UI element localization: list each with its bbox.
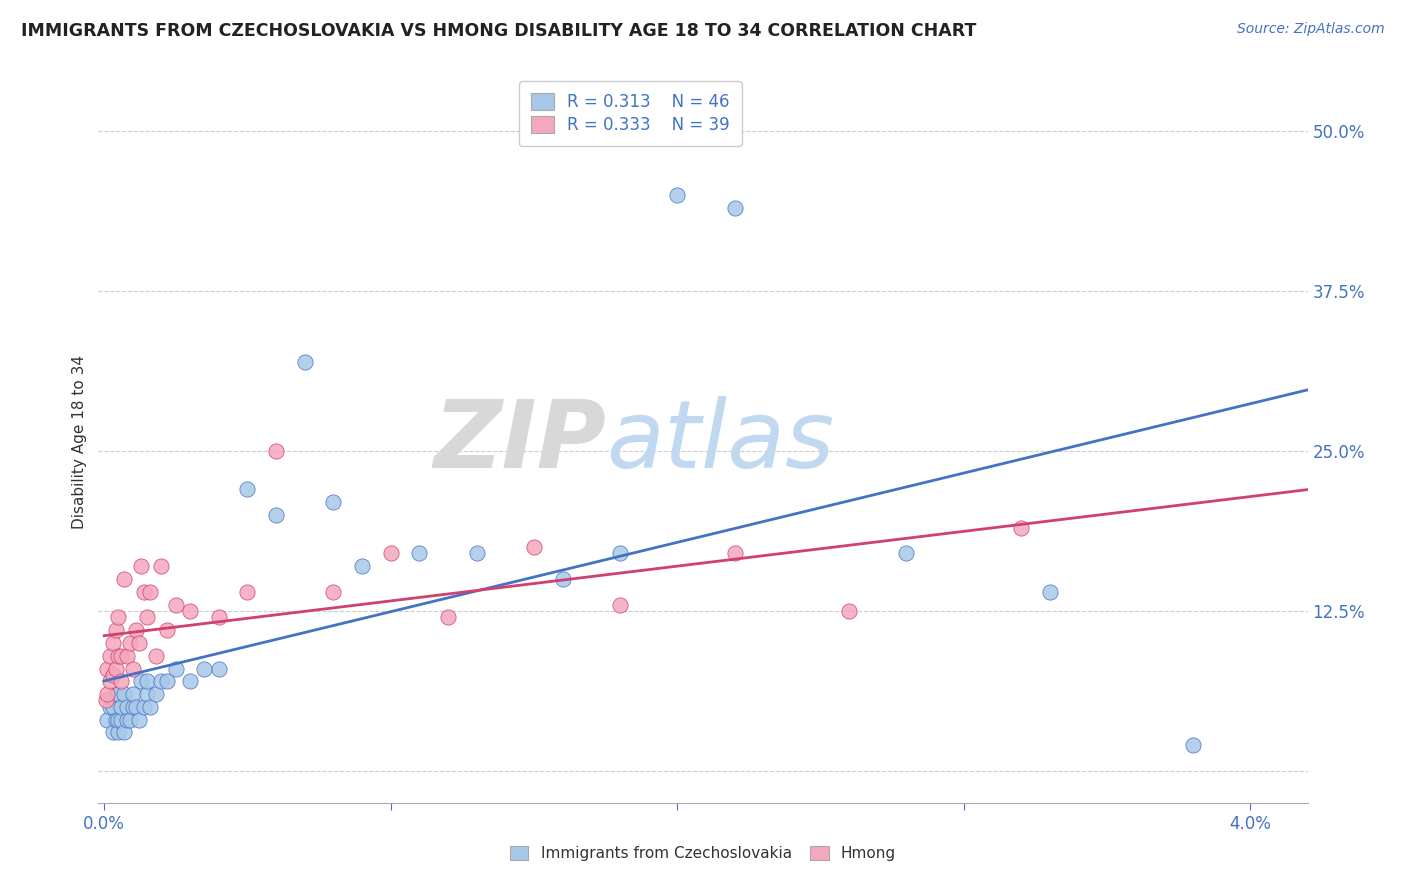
Point [609, 546, 631, 560]
Point [121, 699, 143, 714]
Point [150, 674, 173, 689]
Point [104, 713, 127, 727]
Point [115, 699, 138, 714]
Point [179, 604, 201, 618]
Point [94, 693, 117, 707]
Point [112, 572, 135, 586]
Point [98, 674, 121, 689]
Point [107, 687, 129, 701]
Point [136, 687, 159, 701]
Point [136, 674, 159, 689]
Point [838, 604, 860, 618]
Point [139, 584, 162, 599]
Point [131, 674, 153, 689]
Point [136, 610, 159, 624]
Point [465, 546, 488, 560]
Point [134, 699, 156, 714]
Point [101, 725, 124, 739]
Text: ZIP: ZIP [433, 395, 606, 488]
Point [96, 661, 118, 675]
Text: IMMIGRANTS FROM CZECHOSLOVAKIA VS HMONG DISABILITY AGE 18 TO 34 CORRELATION CHAR: IMMIGRANTS FROM CZECHOSLOVAKIA VS HMONG … [21, 22, 976, 40]
Point [104, 661, 127, 675]
Point [110, 648, 132, 663]
Point [350, 559, 373, 574]
Point [118, 713, 141, 727]
Point [322, 495, 344, 509]
Point [208, 661, 231, 675]
Point [104, 687, 127, 701]
Point [121, 687, 143, 701]
Point [96, 687, 118, 701]
Point [107, 610, 129, 624]
Point [723, 201, 745, 215]
Point [118, 636, 141, 650]
Point [236, 483, 259, 497]
Point [294, 354, 316, 368]
Point [134, 584, 156, 599]
Point [193, 661, 215, 675]
Point [551, 572, 574, 586]
Point [408, 546, 430, 560]
Point [112, 725, 135, 739]
Text: atlas: atlas [606, 396, 835, 487]
Point [236, 584, 259, 599]
Point [1039, 584, 1062, 599]
Point [1010, 521, 1032, 535]
Point [96, 713, 118, 727]
Point [101, 636, 124, 650]
Point [609, 598, 631, 612]
Point [150, 559, 173, 574]
Point [98, 699, 121, 714]
Point [145, 687, 167, 701]
Point [165, 661, 187, 675]
Point [179, 674, 201, 689]
Point [145, 648, 167, 663]
Point [110, 699, 132, 714]
Point [115, 713, 138, 727]
Point [128, 636, 150, 650]
Point [523, 540, 546, 554]
Point [437, 610, 460, 624]
Point [1181, 738, 1204, 752]
Point [156, 623, 179, 637]
Point [896, 546, 918, 560]
Point [131, 559, 153, 574]
Point [124, 699, 146, 714]
Point [666, 188, 689, 202]
Point [104, 623, 127, 637]
Point [98, 648, 121, 663]
Point [264, 508, 287, 522]
Point [101, 699, 124, 714]
Point [264, 444, 287, 458]
Point [139, 699, 162, 714]
Point [124, 623, 146, 637]
Point [115, 648, 138, 663]
Text: Source: ZipAtlas.com: Source: ZipAtlas.com [1237, 22, 1385, 37]
Point [128, 713, 150, 727]
Point [380, 546, 402, 560]
Point [208, 610, 231, 624]
Point [110, 713, 132, 727]
Point [165, 598, 187, 612]
Point [110, 674, 132, 689]
Point [112, 687, 135, 701]
Point [156, 674, 179, 689]
Point [723, 546, 745, 560]
Y-axis label: Disability Age 18 to 34: Disability Age 18 to 34 [72, 354, 87, 529]
Legend: Immigrants from Czechoslovakia, Hmong: Immigrants from Czechoslovakia, Hmong [503, 840, 903, 867]
Point [121, 661, 143, 675]
Point [107, 648, 129, 663]
Point [107, 713, 129, 727]
Point [107, 725, 129, 739]
Point [101, 668, 124, 682]
Point [322, 584, 344, 599]
